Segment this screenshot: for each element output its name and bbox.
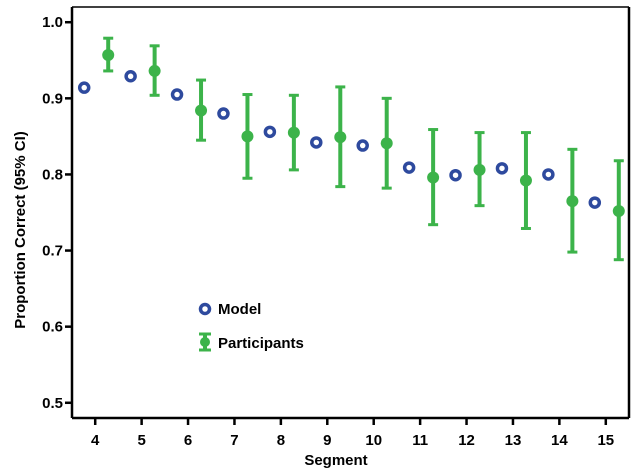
x-tick-label: 9 bbox=[323, 432, 331, 449]
model-point bbox=[449, 168, 462, 182]
x-tick-label: 12 bbox=[458, 432, 475, 449]
participants-point bbox=[566, 195, 579, 208]
x-tick-label: 15 bbox=[597, 432, 614, 449]
y-tick-label: 0.9 bbox=[42, 90, 63, 107]
series-model bbox=[77, 70, 602, 209]
x-ticks: 4 5 6 7 8 9 10 11 12 13 14 15 bbox=[91, 418, 614, 449]
legend-model-label: Model bbox=[218, 301, 261, 318]
model-point bbox=[217, 107, 230, 120]
x-tick-label: 5 bbox=[137, 432, 145, 449]
participants-point bbox=[334, 131, 347, 144]
y-tick-label: 1.0 bbox=[42, 14, 63, 31]
y-ticks: 0.5 0.6 0.7 0.8 0.9 1.0 bbox=[42, 14, 72, 412]
model-point bbox=[402, 161, 416, 174]
x-axis-title: Segment bbox=[304, 452, 367, 469]
x-tick-label: 6 bbox=[184, 432, 192, 449]
y-axis-title: Proportion Correct (95% CI) bbox=[12, 131, 29, 329]
participants-point bbox=[241, 130, 254, 143]
participants-point bbox=[287, 126, 300, 139]
model-point bbox=[542, 168, 555, 181]
legend-item-participants: Participants bbox=[199, 332, 304, 352]
series-participants bbox=[102, 36, 625, 262]
model-point bbox=[495, 162, 509, 175]
participants-point bbox=[612, 204, 625, 217]
x-tick-label: 8 bbox=[277, 432, 285, 449]
participants-point bbox=[380, 137, 393, 150]
participants-point bbox=[148, 64, 161, 77]
x-tick-label: 14 bbox=[551, 432, 568, 449]
model-point bbox=[263, 125, 277, 139]
y-tick-label: 0.8 bbox=[42, 166, 63, 183]
x-tick-label: 4 bbox=[91, 432, 100, 449]
y-tick-label: 0.7 bbox=[42, 243, 63, 260]
participants-point bbox=[195, 104, 208, 117]
x-tick-label: 11 bbox=[412, 432, 428, 449]
model-point bbox=[77, 81, 91, 94]
model-point bbox=[310, 136, 323, 149]
participants-point bbox=[473, 163, 486, 176]
model-point bbox=[124, 70, 137, 83]
legend-item-model: Model bbox=[198, 301, 261, 318]
legend-participants-label: Participants bbox=[218, 335, 304, 352]
legend-participants-marker bbox=[200, 337, 210, 347]
legend-model-marker bbox=[198, 302, 212, 316]
model-point bbox=[170, 88, 184, 101]
participants-point bbox=[519, 174, 532, 187]
y-tick-label: 0.6 bbox=[42, 319, 63, 336]
participants-point bbox=[102, 48, 115, 61]
axes bbox=[70, 6, 631, 420]
x-tick-label: 10 bbox=[365, 432, 382, 449]
legend: Model Participants bbox=[198, 301, 304, 352]
model-point bbox=[588, 196, 602, 209]
x-tick-label: 13 bbox=[505, 432, 522, 449]
x-tick-label: 7 bbox=[230, 432, 238, 449]
participants-point bbox=[427, 171, 440, 184]
y-tick-label: 0.5 bbox=[42, 395, 63, 412]
model-point bbox=[356, 139, 369, 152]
